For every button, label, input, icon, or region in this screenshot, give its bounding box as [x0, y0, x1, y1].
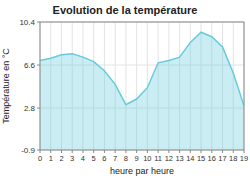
tick-label: 18 — [229, 154, 237, 163]
tick-mark — [37, 22, 40, 23]
title: Evolution de la température — [53, 4, 198, 16]
tick-label: 13 — [175, 154, 183, 163]
line — [40, 32, 244, 106]
tick-mark — [82, 150, 83, 153]
tick-label: 19 — [240, 154, 248, 163]
y-axis: -0.9 2.8 6.6 10.4 — [19, 18, 40, 155]
tick-mark — [158, 150, 159, 153]
tick-mark — [93, 150, 94, 153]
tick-mark — [72, 150, 73, 153]
tick-label: 15 — [197, 154, 205, 163]
tick-label: 4 — [81, 154, 85, 163]
tick-mark — [179, 150, 180, 153]
tick-label: 1 — [49, 154, 53, 163]
tick-label: -0.9 — [21, 146, 35, 155]
data-group — [40, 32, 244, 150]
tick-mark — [125, 150, 126, 153]
tick-mark — [61, 150, 62, 153]
plot-frame — [40, 22, 244, 150]
tick-mark — [147, 150, 148, 153]
tick-label: 14 — [186, 154, 194, 163]
x-axis-label: heure par heure — [110, 166, 174, 176]
tick-label: 5 — [92, 154, 96, 163]
tick-label: 7 — [113, 154, 117, 163]
plot-background — [40, 22, 244, 150]
tick-label: 6 — [102, 154, 106, 163]
tick-label: 2.8 — [24, 104, 36, 113]
tick-label: 12 — [165, 154, 173, 163]
tick-mark — [115, 150, 116, 153]
tick-mark — [168, 150, 169, 153]
tick-mark — [50, 150, 51, 153]
area — [40, 32, 244, 150]
tick-mark — [222, 150, 223, 153]
grid — [40, 22, 244, 150]
tick-mark — [190, 150, 191, 153]
tick-mark — [104, 150, 105, 153]
tick-mark — [233, 150, 234, 153]
tick-label: 6.6 — [24, 61, 36, 70]
chart: -0.92.86.610.401234567891011121314151617… — [0, 0, 250, 188]
tick-mark — [37, 108, 40, 109]
tick-label: 11 — [154, 154, 162, 163]
tick-mark — [244, 150, 245, 153]
tick-mark — [136, 150, 137, 153]
tick-label: 10.4 — [19, 18, 35, 27]
tick-mark — [201, 150, 202, 153]
tick-mark — [211, 150, 212, 153]
tick-label: 0 — [38, 154, 42, 163]
tick-label: 8 — [124, 154, 128, 163]
tick-label: 9 — [135, 154, 139, 163]
chart-container: -0.92.86.610.401234567891011121314151617… — [0, 0, 250, 188]
tick-label: 2 — [59, 154, 63, 163]
y-axis-label: Température en °C — [1, 48, 11, 124]
tick-label: 16 — [208, 154, 216, 163]
tick-mark — [37, 65, 40, 66]
tick-label: 3 — [70, 154, 74, 163]
tick-mark — [40, 150, 41, 153]
tick-label: 17 — [218, 154, 226, 163]
tick-label: 10 — [143, 154, 151, 163]
x-axis: 012345678910111213141516171819 — [38, 150, 248, 163]
